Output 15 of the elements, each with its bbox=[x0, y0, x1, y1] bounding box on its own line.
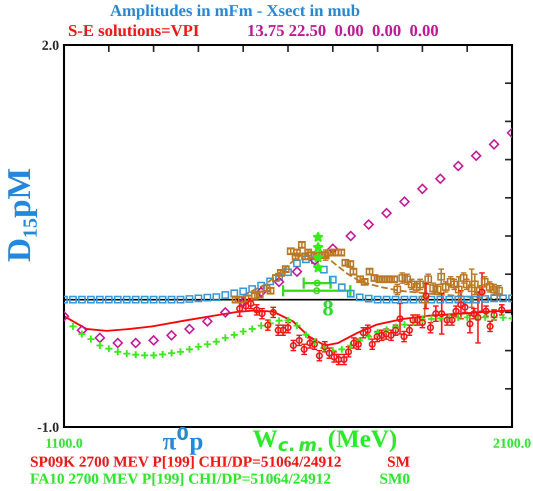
annotation: 8 bbox=[323, 300, 333, 316]
x-tick-label: 1100.0 bbox=[46, 438, 82, 448]
x-tick-label: 2100.0 bbox=[493, 438, 531, 448]
chart-title: Amplitudes in mFm - Xsect in mub bbox=[110, 4, 360, 20]
text: SM0 bbox=[380, 474, 410, 484]
y-tick-label: -1.0 bbox=[38, 422, 59, 432]
text: FA10 2700 MEV P[199] CHI/DP=51064/24912 bbox=[30, 473, 330, 486]
annotation: π$^{0}$p bbox=[162, 426, 202, 455]
x-axis-title: W$_{c.m.}$(MeV) bbox=[252, 430, 396, 452]
y-tick-label: 2.0 bbox=[42, 40, 59, 50]
chart-subtitle: S-E solutions=VPI bbox=[68, 24, 199, 36]
text: SP09K 2700 MEV P[199] CHI/DP=51064/24912 bbox=[30, 456, 341, 469]
y-axis-title: D₁₅pM bbox=[8, 168, 38, 262]
text: SM bbox=[388, 456, 410, 467]
text: 13.75 22.50 0.00 0.00 0.00 bbox=[248, 24, 438, 36]
